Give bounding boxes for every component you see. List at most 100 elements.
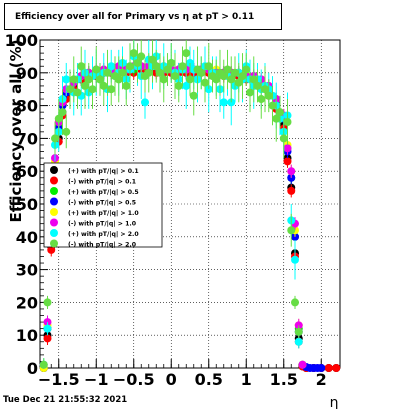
y-axis-label: Efficiency over all (%): [7, 40, 25, 223]
data-point: [227, 75, 236, 84]
data-point: [332, 364, 341, 372]
data-point: [118, 68, 127, 77]
data-point: [141, 98, 149, 107]
y-tick-label: 40: [16, 228, 38, 247]
x-tick-label: 0: [166, 370, 177, 389]
data-point: [253, 81, 262, 90]
data-point: [156, 68, 164, 77]
data-point: [58, 108, 67, 117]
legend-entry: (+) with pT/|q| > 1.0: [68, 210, 139, 218]
data-point: [261, 85, 269, 94]
legend-marker: [50, 187, 58, 195]
data-point: [219, 98, 228, 107]
data-point: [129, 49, 138, 58]
data-point: [148, 55, 157, 64]
data-point: [62, 75, 71, 84]
data-point: [283, 144, 292, 153]
data-point: [287, 167, 296, 176]
y-tick-label: 70: [16, 129, 38, 148]
data-point: [294, 327, 303, 336]
data-point: [144, 68, 153, 77]
y-tick-label: 100: [5, 31, 38, 50]
y-tick-label: 60: [16, 162, 38, 181]
data-point: [107, 62, 116, 71]
data-point: [114, 75, 123, 84]
data-point: [238, 72, 247, 81]
data-point: [92, 65, 101, 74]
x-tick-label: −1.5: [38, 370, 80, 389]
x-tick-label: 0.5: [195, 370, 223, 389]
data-point: [171, 72, 179, 81]
x-axis-label: η: [330, 395, 339, 409]
legend-marker: [50, 197, 58, 206]
data-point: [182, 81, 191, 90]
data-point: [294, 337, 303, 346]
data-point: [249, 75, 258, 84]
data-point: [231, 68, 239, 77]
y-tick-labels: 0 10 20 30 40 50 60 70 80 90 100: [5, 31, 38, 378]
data-point: [242, 65, 251, 74]
data-point: [219, 72, 228, 81]
legend-entry: (+) with pT/|q| > 2.0: [68, 231, 139, 239]
data-point: [107, 85, 116, 94]
data-point: [324, 364, 333, 372]
data-point: [88, 85, 97, 94]
data-point: [246, 88, 254, 97]
data-point: [81, 81, 89, 90]
data-point: [126, 62, 134, 71]
data-point: [122, 81, 131, 90]
data-point: [317, 364, 326, 372]
data-point: [77, 62, 86, 71]
legend-entry: (-) with pT/|q| > 0.1: [68, 178, 136, 186]
series-7: [39, 40, 303, 369]
data-point: [73, 88, 82, 97]
y-tick-label: 80: [16, 97, 38, 116]
data-point: [152, 62, 161, 71]
data-point: [178, 62, 187, 71]
y-tick-label: 10: [16, 326, 38, 345]
legend-marker: [50, 176, 58, 185]
x-tick-label: −1: [84, 370, 109, 389]
y-tick-label: 50: [16, 195, 38, 214]
data-point: [189, 91, 198, 100]
data-point: [69, 75, 78, 84]
chart-title-box: Efficiency over all for Primary vs η at …: [4, 3, 282, 30]
legend-entry: (+) with pT/|q| > 0.1: [68, 168, 139, 176]
data-point: [276, 108, 284, 117]
legend-entry: (-) with pT/|q| > 2.0: [68, 241, 137, 249]
data-point: [163, 65, 172, 74]
data-point: [182, 49, 191, 58]
data-point: [264, 91, 273, 100]
legend-marker: [50, 218, 58, 227]
y-tick-label: 90: [16, 64, 38, 83]
x-tick-label: 1.5: [270, 370, 298, 389]
data-point: [223, 65, 232, 74]
y-tick-label: 20: [16, 293, 38, 312]
chart-title: Efficiency over all for Primary vs η at …: [15, 12, 255, 22]
legend: (+) with pT/|q| > 0.1 (-) with pT/|q| > 0…: [43, 162, 163, 249]
data-point: [62, 127, 71, 136]
x-tick-label: 1: [241, 370, 252, 389]
data-point: [54, 114, 63, 123]
data-point: [167, 58, 176, 67]
data-point: [197, 68, 206, 77]
legend-marker: [50, 208, 58, 216]
data-series: [39, 40, 341, 372]
legend-entry: (+) with pT/|q| > 0.5: [68, 189, 139, 197]
data-point: [51, 134, 59, 143]
data-point: [137, 52, 146, 61]
data-point: [103, 68, 112, 77]
data-point: [99, 81, 108, 90]
data-point: [283, 157, 292, 166]
data-point: [287, 186, 296, 195]
y-tick-label: 30: [16, 261, 38, 280]
data-point: [186, 75, 194, 84]
data-point: [212, 75, 221, 84]
data-point: [272, 114, 281, 123]
x-tick-label: 2: [316, 370, 327, 389]
data-point: [43, 298, 52, 307]
x-tick-label: −0.5: [113, 370, 155, 389]
data-point: [174, 81, 183, 90]
data-point: [43, 334, 52, 343]
timestamp: Tue Dec 21 21:55:32 2021: [3, 395, 128, 405]
